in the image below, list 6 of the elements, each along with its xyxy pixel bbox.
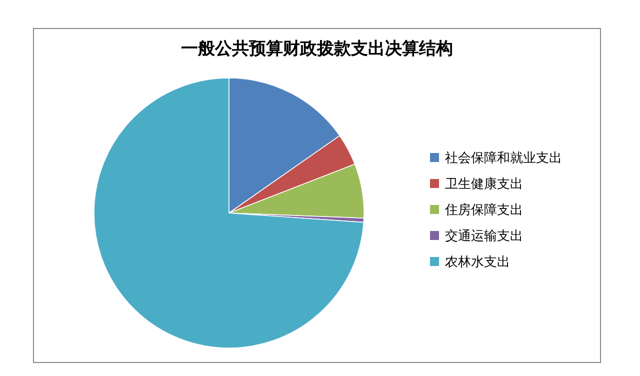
legend-label: 社会保障和就业支出 bbox=[445, 151, 562, 166]
legend-label: 卫生健康支出 bbox=[445, 177, 523, 192]
legend-label: 农林水支出 bbox=[445, 255, 510, 270]
chart-title: 一般公共预算财政拨款支出决算结构 bbox=[181, 39, 453, 59]
legend-label: 住房保障支出 bbox=[444, 202, 523, 218]
legend-label: 交通运输支出 bbox=[445, 228, 523, 244]
